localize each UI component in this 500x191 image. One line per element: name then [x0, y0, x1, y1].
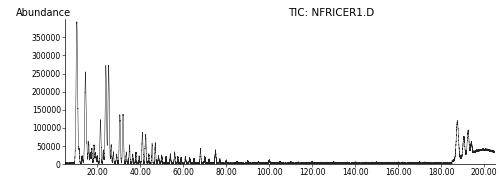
Text: Abundance: Abundance	[16, 8, 70, 18]
Title: TIC: NFRICER1.D: TIC: NFRICER1.D	[288, 8, 374, 18]
